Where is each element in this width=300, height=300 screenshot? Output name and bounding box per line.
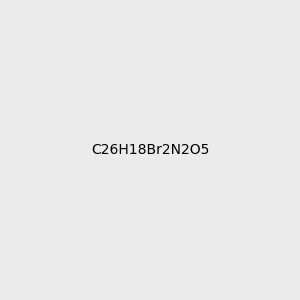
Text: C26H18Br2N2O5: C26H18Br2N2O5 <box>91 143 209 157</box>
